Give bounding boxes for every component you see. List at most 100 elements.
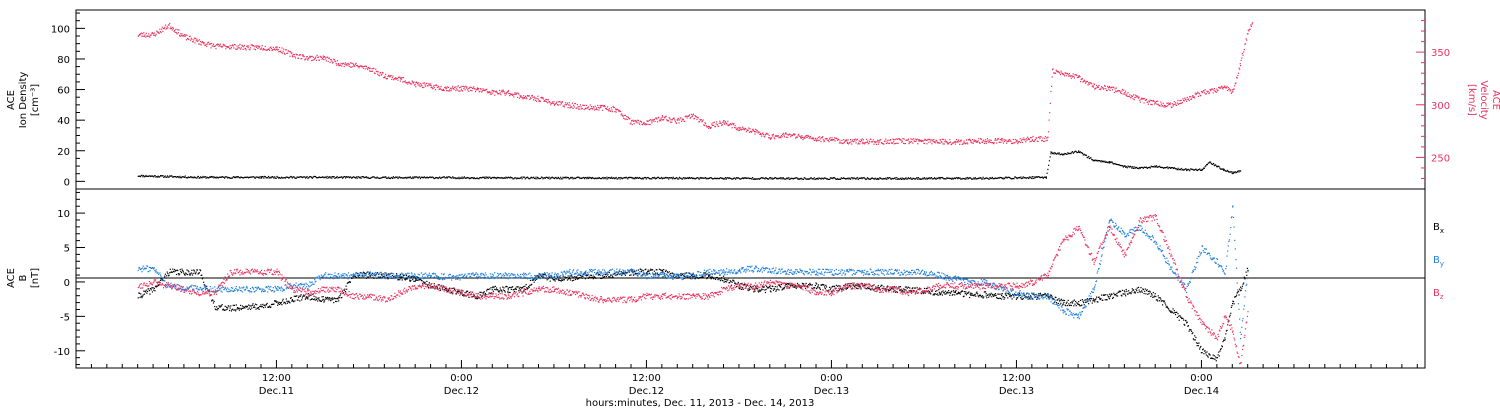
bx-series-point [298, 297, 299, 298]
velocity-series-point [1140, 99, 1141, 100]
velocity-series-point [401, 79, 402, 80]
velocity-series-point [960, 141, 961, 142]
velocity-series-point [614, 111, 615, 112]
bx-series-point [421, 280, 422, 281]
bx-series-point [270, 306, 271, 307]
velocity-series-point [674, 119, 675, 120]
velocity-series-point [995, 138, 996, 139]
density-series-point [829, 179, 830, 180]
velocity-series-point [249, 49, 250, 50]
density-series-point [587, 177, 588, 178]
bx-series-point [269, 306, 270, 307]
velocity-series-point [161, 29, 162, 30]
density-series-point [1100, 161, 1101, 162]
bx-series-point [476, 298, 477, 299]
velocity-series-point [963, 142, 964, 143]
bx-series-point [149, 294, 150, 295]
velocity-series-point [843, 143, 844, 144]
bx-series-point [585, 272, 586, 273]
velocity-series-point [325, 58, 326, 59]
bx-series-point [724, 282, 725, 283]
velocity-series-point [622, 116, 623, 117]
bx-series-point [907, 288, 908, 289]
velocity-series-point [1065, 73, 1066, 74]
bx-series-point [368, 276, 369, 277]
velocity-series-point [917, 139, 918, 140]
bx-series-point [369, 273, 370, 274]
velocity-series-point [1158, 104, 1159, 105]
velocity-series-point [859, 143, 860, 144]
density-series-point [548, 178, 549, 179]
velocity-series-point [559, 104, 560, 105]
x-tick-label-date: Dec.13 [814, 386, 849, 397]
density-series-point [540, 178, 541, 179]
velocity-series-point [430, 83, 431, 84]
velocity-series-point [805, 136, 806, 137]
bx-series-point [180, 269, 181, 270]
velocity-series-point [191, 39, 192, 40]
density-series-point [165, 175, 166, 176]
velocity-series-point [781, 136, 782, 137]
bx-series-point [199, 272, 200, 273]
bx-series-point [733, 281, 734, 282]
velocity-series-point [740, 127, 741, 128]
bx-series-point [254, 307, 255, 308]
density-series-point [329, 176, 330, 177]
top-left-tick-label: 80 [57, 55, 70, 66]
velocity-series-point [802, 139, 803, 140]
bx-series-point [237, 307, 238, 308]
velocity-series-point [934, 141, 935, 142]
velocity-series-point [1208, 91, 1209, 92]
velocity-series-point [172, 27, 173, 28]
velocity-series-point [297, 54, 298, 55]
bx-series-point [218, 305, 219, 306]
bx-series-point [1001, 295, 1002, 296]
velocity-series-point [586, 105, 587, 106]
velocity-series-point [225, 46, 226, 47]
velocity-series-point [1127, 96, 1128, 97]
bx-series-point [412, 279, 413, 280]
bx-series-point [493, 286, 494, 287]
bx-series-point [748, 290, 749, 291]
velocity-series-point [304, 56, 305, 57]
velocity-series-point [1151, 104, 1152, 105]
velocity-series-point [382, 72, 383, 73]
density-series-point [413, 178, 414, 179]
velocity-series-point [580, 104, 581, 105]
density-series-point [645, 177, 646, 178]
bx-series-point [258, 307, 259, 308]
bx-series-point [1005, 293, 1006, 294]
velocity-series-point [715, 126, 716, 127]
velocity-series-point [740, 129, 741, 130]
bx-series-point [595, 278, 596, 279]
bx-series-point [1007, 297, 1008, 298]
velocity-series-point [810, 136, 811, 137]
bx-series-point [692, 276, 693, 277]
velocity-series-point [171, 28, 172, 29]
density-series-point [205, 176, 206, 177]
density-series-point [975, 177, 976, 178]
velocity-series-point [290, 51, 291, 52]
velocity-series-point [1000, 142, 1001, 143]
density-series-point [521, 177, 522, 178]
velocity-series-point [469, 87, 470, 88]
velocity-series-point [808, 136, 809, 137]
velocity-series-point [455, 86, 456, 87]
velocity-series-point [863, 139, 864, 140]
velocity-series-point [827, 138, 828, 139]
velocity-series-point [972, 139, 973, 140]
bx-series-point [879, 287, 880, 288]
velocity-series-point [1242, 53, 1243, 54]
bx-series-point [280, 303, 281, 304]
velocity-series-point [1133, 94, 1134, 95]
velocity-series-point [1251, 26, 1252, 27]
velocity-series-point [650, 124, 651, 125]
velocity-series-point [1135, 96, 1136, 97]
top-right-ylabel-line1: ACE [1490, 90, 1500, 110]
bx-series-point [556, 275, 557, 276]
bx-series-point [420, 279, 421, 280]
velocity-series-point [784, 136, 785, 137]
bx-series-point [498, 291, 499, 292]
velocity-series-point [711, 127, 712, 128]
bx-series-point [400, 274, 401, 275]
